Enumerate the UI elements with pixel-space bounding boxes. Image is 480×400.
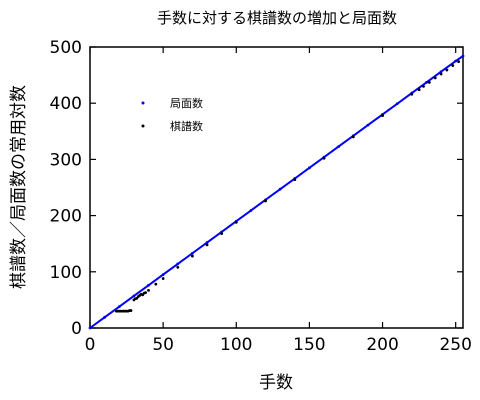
series-1-point-26	[220, 232, 224, 235]
series-1-point-38	[439, 72, 443, 76]
series-1-point-33	[410, 92, 414, 96]
y-tick-label-1: 100	[50, 263, 82, 283]
axis-ticks: 0 50 100 150 200 250 0 100 200 300 400 500	[50, 38, 472, 355]
series-1-point-28	[264, 199, 267, 203]
legend-marker-0	[141, 101, 145, 105]
series-1-point-37	[433, 76, 437, 80]
series-1-point-39	[445, 68, 449, 72]
series-1-point-36	[427, 81, 431, 84]
chart-title: 手数に対する棋譜数の増加と局面数	[157, 9, 397, 27]
series-0	[88, 54, 465, 330]
x-tick-label-3: 150	[293, 335, 325, 355]
legend-label-0: 局面数	[170, 97, 203, 110]
y-tick-label-2: 200	[50, 207, 82, 227]
data-marks	[88, 54, 465, 330]
x-tick-label-4: 200	[366, 335, 398, 355]
series-1-point-30	[322, 156, 326, 160]
x-axis-label: 手数	[259, 373, 293, 393]
series-1-point-20	[147, 288, 150, 292]
y-axis-label: 棋譜数／局面数の常用対数	[9, 85, 29, 289]
series-0-line	[89, 55, 464, 329]
series-1-point-32	[381, 114, 384, 117]
y-tick-label-0: 0	[71, 319, 82, 339]
series-1-point-31	[351, 135, 355, 139]
series-1-point-29	[293, 178, 297, 182]
x-tick-label-2: 100	[220, 335, 252, 355]
series-1-point-22	[161, 277, 165, 280]
series-1-point-19	[144, 291, 147, 294]
x-tick-label-1: 50	[152, 335, 174, 355]
series-1-point-24	[190, 254, 194, 258]
y-tick-label-4: 400	[50, 94, 82, 114]
series-1-point-35	[422, 84, 425, 88]
series-1-point-10	[129, 309, 133, 312]
series-1-point-40	[451, 64, 455, 67]
series-1-point-25	[205, 243, 209, 247]
series-1-point-41	[457, 60, 461, 64]
legend-marker-1	[141, 124, 145, 128]
y-tick-label-3: 300	[50, 150, 82, 170]
legend-label-1: 棋譜数	[170, 119, 203, 133]
x-tick-label-5: 250	[439, 335, 471, 355]
series-1-point-23	[176, 265, 180, 269]
series-1-point-21	[154, 282, 158, 286]
series-1-point-27	[234, 220, 238, 224]
series-1-point-34	[417, 88, 421, 92]
x-tick-label-0: 0	[85, 335, 96, 355]
y-tick-label-5: 500	[50, 38, 82, 58]
series-1	[114, 60, 461, 313]
plot-frame	[89, 46, 464, 329]
